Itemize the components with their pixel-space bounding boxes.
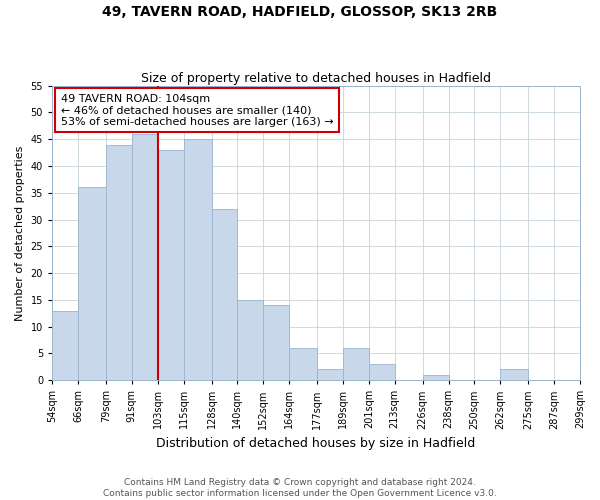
Bar (289, 348, 317, 380)
Y-axis label: Number of detached properties: Number of detached properties (15, 145, 25, 320)
Bar (423, 375, 449, 380)
Bar (52, 310, 78, 380)
Bar (106, 144, 132, 380)
X-axis label: Distribution of detached houses by size in Hadfield: Distribution of detached houses by size … (157, 437, 476, 450)
Bar (500, 370, 528, 380)
Title: Size of property relative to detached houses in Hadfield: Size of property relative to detached ho… (141, 72, 491, 85)
Bar (317, 370, 343, 380)
Bar (343, 348, 369, 380)
Bar (78, 188, 106, 380)
Text: 49 TAVERN ROAD: 104sqm
← 46% of detached houses are smaller (140)
53% of semi-de: 49 TAVERN ROAD: 104sqm ← 46% of detached… (61, 94, 334, 127)
Bar (184, 139, 212, 380)
Text: Contains HM Land Registry data © Crown copyright and database right 2024.
Contai: Contains HM Land Registry data © Crown c… (103, 478, 497, 498)
Text: 49, TAVERN ROAD, HADFIELD, GLOSSOP, SK13 2RB: 49, TAVERN ROAD, HADFIELD, GLOSSOP, SK13… (103, 5, 497, 19)
Bar (369, 364, 395, 380)
Bar (212, 209, 238, 380)
Bar (132, 134, 158, 380)
Bar (158, 150, 184, 380)
Bar (263, 305, 289, 380)
Bar (238, 300, 263, 380)
